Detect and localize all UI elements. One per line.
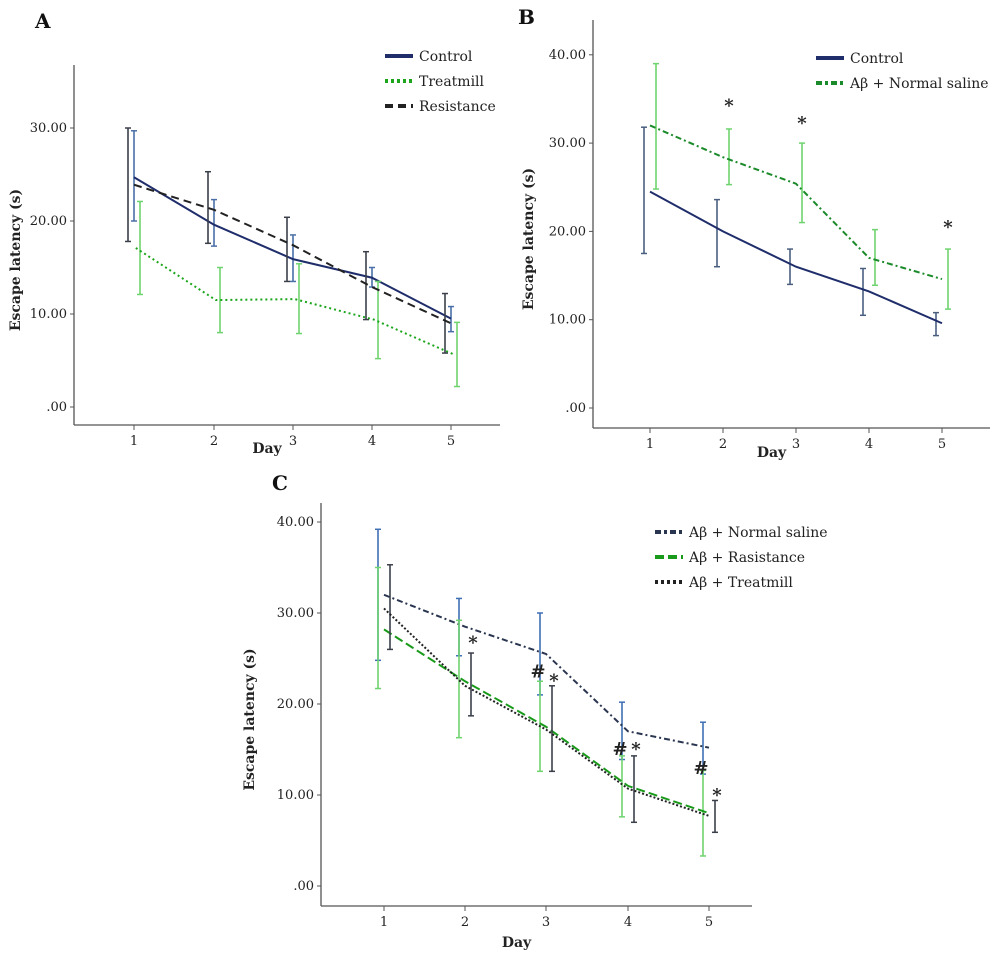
series-line <box>383 593 710 749</box>
y-axis-label: Escape latency (s) <box>521 168 537 310</box>
x-tick-label: 2 <box>719 437 727 452</box>
x-tick-label: 2 <box>210 434 218 449</box>
legend-label: Control <box>850 51 904 67</box>
x-tick-label: 2 <box>461 915 469 930</box>
y-tick-label: 10.00 <box>549 313 586 328</box>
x-tick-label: 4 <box>865 437 873 452</box>
hash-marker: # <box>612 739 627 760</box>
y-tick-label: 20.00 <box>549 224 586 239</box>
series-line <box>383 628 710 815</box>
x-tick-label: 5 <box>938 437 946 452</box>
x-tick-label: 3 <box>542 915 550 930</box>
x-tick-label: 5 <box>705 915 713 930</box>
y-tick-label: 30.00 <box>549 136 586 151</box>
legend-label: Aβ + Normal saline <box>688 525 828 541</box>
legend-label: Aβ + Normal saline <box>849 76 989 92</box>
x-tick-label: 1 <box>646 437 654 452</box>
y-axis-label: Escape latency (s) <box>8 189 24 331</box>
x-tick-label: 3 <box>289 434 297 449</box>
panel-label: B <box>518 5 535 29</box>
y-tick-label: 30.00 <box>30 121 67 136</box>
y-tick-label: .00 <box>46 400 67 415</box>
y-tick-label: 20.00 <box>277 697 314 712</box>
significance-star: * <box>724 95 734 116</box>
x-tick-label: 4 <box>368 434 376 449</box>
y-tick-label: 20.00 <box>30 214 67 229</box>
x-tick-label: 3 <box>792 437 800 452</box>
y-tick-label: 30.00 <box>277 606 314 621</box>
hash-marker: # <box>693 758 708 779</box>
significance-star: * <box>712 785 722 806</box>
hash-marker: # <box>530 661 545 682</box>
series-line <box>649 190 943 325</box>
series-line <box>383 607 710 817</box>
x-axis-label: Day <box>757 445 787 461</box>
y-tick-label: .00 <box>565 401 586 416</box>
significance-star: * <box>797 113 807 134</box>
y-tick-label: 10.00 <box>30 307 67 322</box>
x-tick-label: 5 <box>447 434 455 449</box>
x-tick-label: 1 <box>380 915 388 930</box>
series-line <box>135 247 454 355</box>
legend-label: Aβ + Treatmill <box>688 575 793 591</box>
x-tick-label: 4 <box>624 915 632 930</box>
y-tick-label: 40.00 <box>549 48 586 63</box>
y-tick-label: 10.00 <box>277 788 314 803</box>
x-axis-label: Day <box>502 935 532 951</box>
y-axis-label: Escape latency (s) <box>242 648 258 790</box>
x-tick-label: 1 <box>130 434 138 449</box>
legend-label: Control <box>419 49 473 65</box>
panel-label: C <box>272 471 288 495</box>
panel-a: A .00 10.00 20.00 30.00 1 2 3 4 5 Day Escape latenc… <box>8 9 500 457</box>
series-line <box>649 124 943 281</box>
panel-c: C .00 10.00 20.00 30.00 40.00 1 2 3 4 5 Day Escape l… <box>242 471 828 951</box>
panel-label: A <box>34 9 51 33</box>
legend-label: Treatmill <box>419 74 485 90</box>
legend-label: Aβ + Rasistance <box>688 550 805 566</box>
significance-star: * <box>468 632 478 653</box>
significance-star: * <box>631 739 641 760</box>
y-tick-label: .00 <box>293 879 314 894</box>
y-tick-label: 40.00 <box>277 515 314 530</box>
significance-star: * <box>943 217 953 238</box>
panel-b: B .00 10.00 20.00 30.00 40.00 1 2 3 4 5 Day Escape l… <box>518 5 990 461</box>
legend-label: Resistance <box>419 99 496 115</box>
x-axis-label: Day <box>252 441 282 457</box>
significance-star: * <box>549 671 559 692</box>
